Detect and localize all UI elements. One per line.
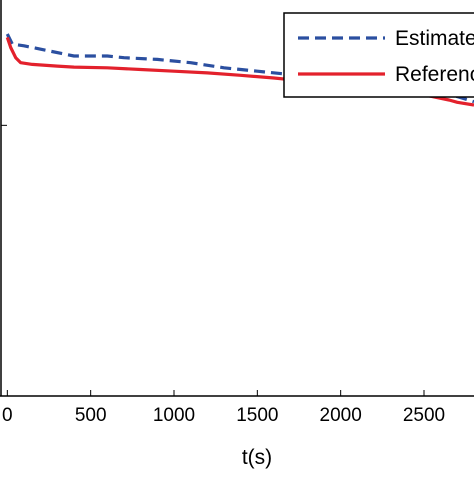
x-tick-label: 500 [75, 405, 107, 426]
legend-label: Reference [395, 63, 474, 86]
x-tick-label: 1500 [236, 405, 278, 426]
x-tick-label: 2000 [320, 405, 362, 426]
legend-box [283, 12, 474, 98]
x-tick-label: 0 [2, 405, 13, 426]
x-axis-title: t(s) [242, 446, 272, 469]
x-tick-label: 2500 [403, 405, 445, 426]
series-line-estimated [5, 33, 474, 104]
axes: 0 500 1000 1500 2000 2500 [0, 0, 474, 426]
x-tick-label: 1000 [153, 405, 195, 426]
legend-label: Estimated [395, 27, 474, 50]
legend: Estimated Reference [283, 12, 474, 98]
